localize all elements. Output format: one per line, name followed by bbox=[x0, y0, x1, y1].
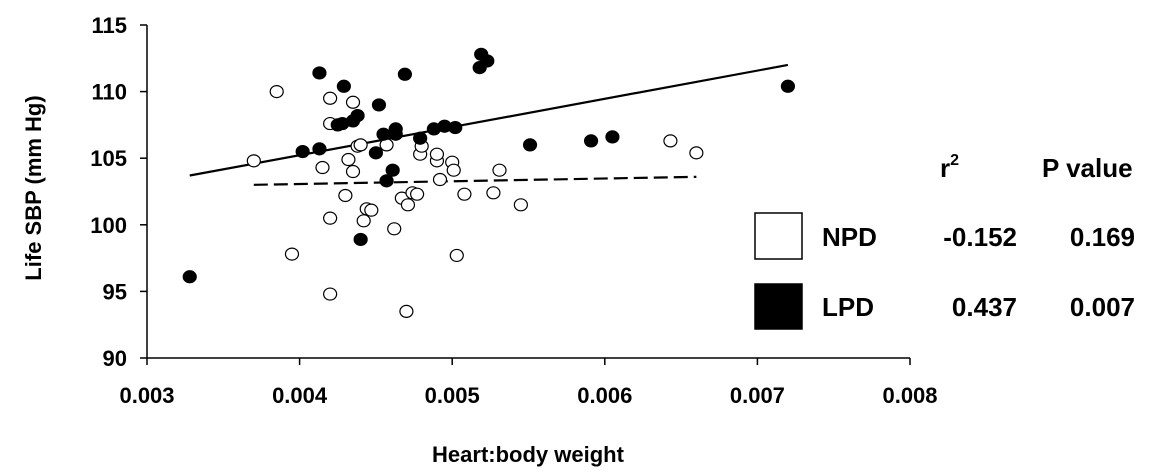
npd-point bbox=[345, 95, 361, 109]
lpd-point bbox=[371, 98, 387, 112]
npd-point bbox=[341, 152, 356, 167]
lpd-point bbox=[413, 131, 428, 145]
lpd-trend-line bbox=[189, 63, 789, 177]
lpd-point bbox=[295, 144, 310, 159]
y-tick-label: 100 bbox=[90, 213, 127, 238]
npd-point bbox=[399, 304, 414, 318]
trend-lines bbox=[189, 63, 789, 186]
npd-point bbox=[315, 160, 330, 175]
npd-point bbox=[513, 198, 528, 212]
lpd-point bbox=[312, 66, 327, 80]
lpd-swatch bbox=[754, 283, 803, 330]
lpd-point bbox=[353, 232, 368, 247]
y-tick-label: 110 bbox=[92, 80, 128, 105]
lpd-point bbox=[388, 127, 403, 141]
npd-point bbox=[387, 222, 402, 236]
lpd-point bbox=[522, 138, 538, 152]
y-tick-label: 95 bbox=[103, 279, 127, 304]
x-tick-label: 0.008 bbox=[882, 383, 937, 408]
lpd-point bbox=[385, 163, 400, 177]
npd-swatch bbox=[754, 212, 803, 260]
npd-point bbox=[689, 146, 704, 160]
npd-point bbox=[338, 188, 353, 203]
lpd-point bbox=[780, 79, 796, 93]
npd-point bbox=[492, 163, 507, 177]
npd-p: 0.169 bbox=[1070, 222, 1135, 252]
x-tick-label: 0.003 bbox=[119, 383, 174, 408]
lpd-point bbox=[336, 79, 351, 93]
y-tick-label: 90 bbox=[103, 346, 127, 371]
lpd-point bbox=[376, 127, 391, 141]
lpd-point bbox=[605, 130, 620, 144]
npd-point bbox=[246, 154, 261, 168]
lpd-point bbox=[448, 120, 463, 135]
lpd-point bbox=[379, 174, 394, 188]
stats-legend: r2 P value NPD -0.152 0.169 LPD 0.437 0.… bbox=[754, 152, 1135, 330]
npd-point bbox=[269, 84, 284, 99]
lpd-point bbox=[397, 67, 412, 81]
lpd-point bbox=[368, 146, 383, 160]
npd-point bbox=[410, 187, 425, 201]
lpd-point bbox=[182, 270, 197, 284]
npd-r2: -0.152 bbox=[943, 222, 1017, 252]
x-tick-label: 0.004 bbox=[272, 383, 328, 408]
lpd-point bbox=[583, 134, 599, 148]
npd-point bbox=[284, 247, 300, 261]
p-value-header: P value bbox=[1042, 153, 1133, 183]
npd-point bbox=[663, 134, 678, 148]
tick-labels: 0.003 0.004 0.005 0.006 0.007 0.008 90 95 100 105… bbox=[90, 13, 937, 408]
x-axis-title: Heart:body weight bbox=[432, 442, 625, 467]
npd-trend-line bbox=[253, 175, 697, 186]
y-tick-label: 105 bbox=[90, 146, 127, 171]
y-tick-label: 115 bbox=[92, 13, 128, 38]
x-tick-label: 0.005 bbox=[425, 383, 480, 408]
npd-point bbox=[486, 186, 501, 200]
npd-point bbox=[345, 164, 361, 179]
lpd-p: 0.007 bbox=[1070, 292, 1135, 322]
npd-point bbox=[353, 138, 368, 152]
lpd-label: LPD bbox=[822, 292, 874, 322]
x-tick-label: 0.007 bbox=[730, 383, 785, 408]
lpd-r2: 0.437 bbox=[952, 292, 1017, 322]
npd-point bbox=[457, 187, 472, 201]
npd-point bbox=[432, 172, 448, 187]
npd-point bbox=[323, 91, 338, 105]
r2-header: r2 bbox=[940, 152, 959, 183]
lpd-point bbox=[480, 54, 495, 68]
y-axis-title: Life SBP (mm Hg) bbox=[21, 95, 46, 280]
npd-point bbox=[400, 198, 416, 212]
lpd-point bbox=[312, 142, 327, 156]
x-tick-label: 0.006 bbox=[577, 383, 632, 408]
axes bbox=[140, 24, 911, 365]
npd-label: NPD bbox=[822, 222, 877, 252]
npd-point bbox=[356, 214, 371, 228]
npd-point bbox=[323, 211, 338, 225]
lpd-point bbox=[350, 108, 365, 123]
npd-point bbox=[446, 163, 461, 177]
npd-point bbox=[364, 203, 379, 217]
data-points bbox=[182, 47, 796, 318]
npd-point bbox=[429, 147, 445, 161]
npd-point bbox=[323, 287, 338, 301]
npd-point bbox=[449, 248, 464, 263]
